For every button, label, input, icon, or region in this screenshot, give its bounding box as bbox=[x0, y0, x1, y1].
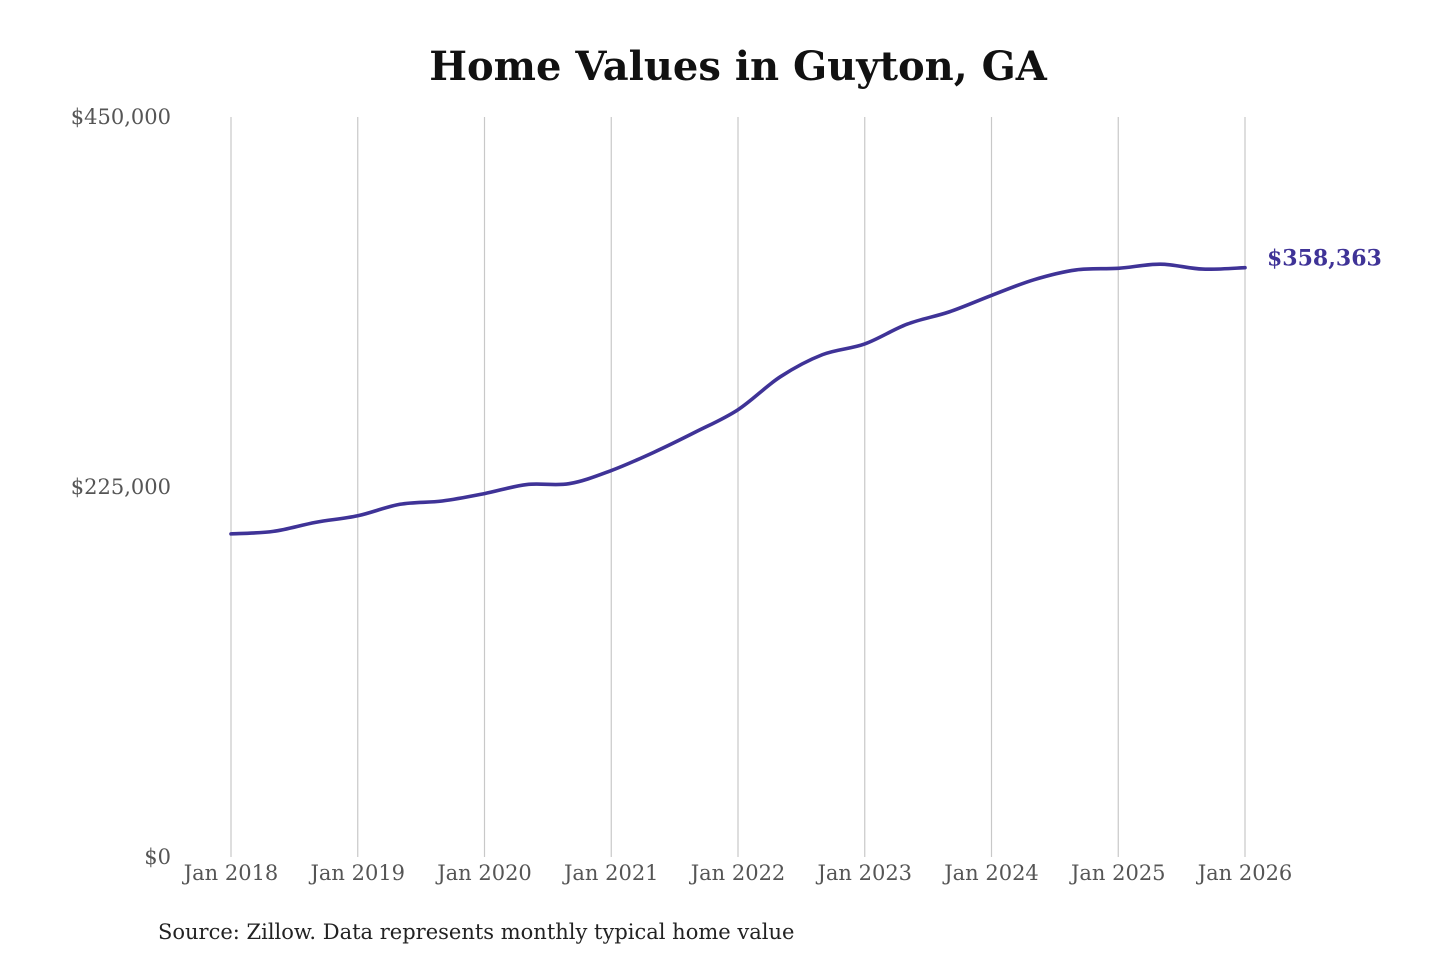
y-tick-label: $450,000 bbox=[71, 105, 171, 129]
x-tick-label: Jan 2018 bbox=[182, 861, 279, 885]
x-tick-label: Jan 2023 bbox=[815, 861, 912, 885]
x-tick-label: Jan 2020 bbox=[435, 861, 532, 885]
series-line-0 bbox=[229, 262, 1247, 536]
chart-title: Home Values in Guyton, GA bbox=[429, 43, 1048, 90]
y-tick-label: $0 bbox=[144, 845, 171, 869]
y-tick-label: $225,000 bbox=[71, 475, 171, 499]
x-tick-label: Jan 2025 bbox=[1069, 861, 1166, 885]
x-tick-label: Jan 2021 bbox=[562, 861, 659, 885]
end-value-label: $358,363 bbox=[1267, 246, 1382, 272]
series-layer bbox=[229, 262, 1247, 536]
gridlines bbox=[230, 117, 1246, 857]
x-tick-label: Jan 2022 bbox=[689, 861, 786, 885]
x-tick-label: Jan 2026 bbox=[1196, 861, 1293, 885]
y-axis-ticks: $0 $225,000 $450,000 bbox=[71, 105, 171, 869]
source-note: Source: Zillow. Data represents monthly … bbox=[158, 920, 794, 944]
x-tick-label: Jan 2024 bbox=[942, 861, 1039, 885]
x-tick-label: Jan 2019 bbox=[308, 861, 405, 885]
x-axis-ticks: Jan 2018 Jan 2019 Jan 2020 Jan 2021 Jan 2022… bbox=[182, 861, 1293, 885]
